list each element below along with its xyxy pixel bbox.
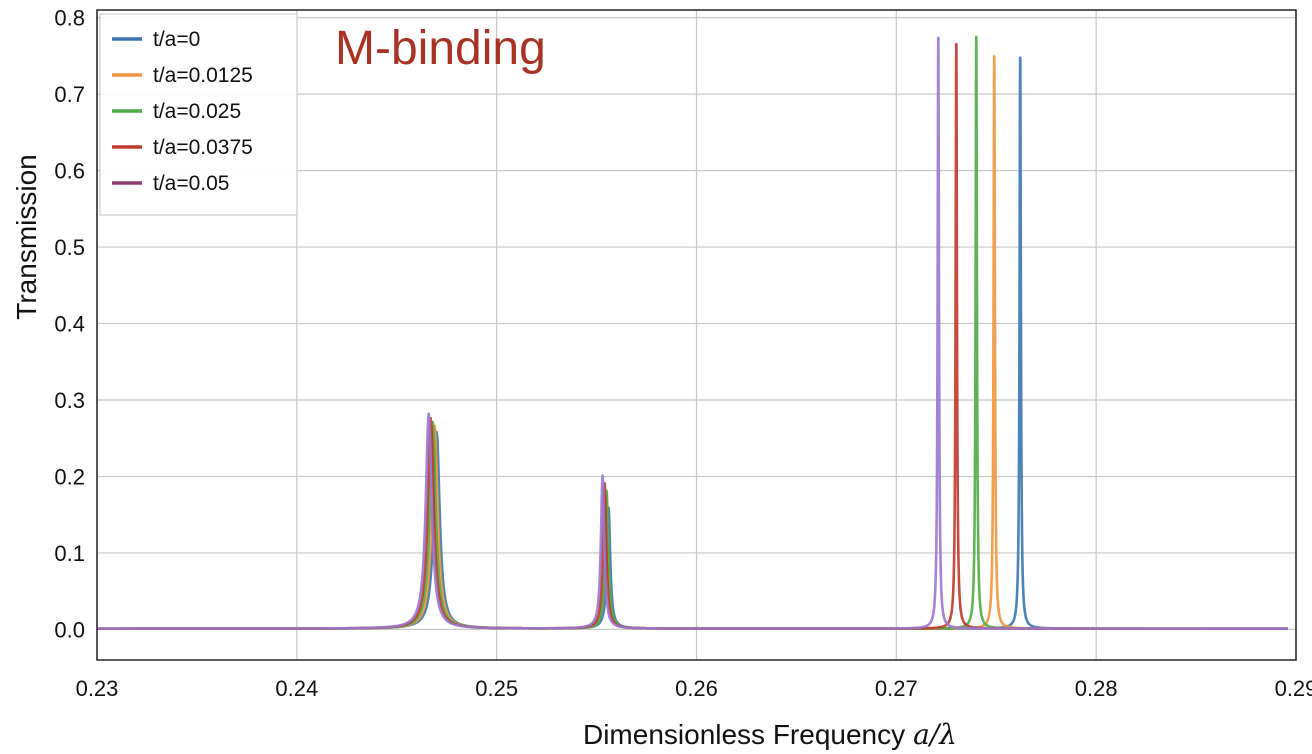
legend: t/a=0 t/a=0.0125 t/a=0.025 t/a=0.0375 t/a=0.…: [99, 13, 298, 216]
legend-label: t/a=0.05: [153, 172, 229, 195]
y-tick-label: 0.8: [54, 6, 85, 31]
y-tick-label: 0.5: [54, 235, 85, 260]
x-tick-label: 0.26: [675, 676, 718, 701]
y-tick-label: 0.3: [54, 388, 85, 413]
y-tick-label: 0.6: [54, 159, 85, 184]
series-lines: [97, 35, 1289, 630]
y-tick-label: 0.2: [54, 464, 85, 489]
legend-label: t/a=0: [153, 28, 200, 51]
legend-label: t/a=0.025: [153, 100, 241, 123]
y-tick-label: 0.0: [54, 617, 85, 642]
y-tick-label: 0.7: [54, 82, 85, 107]
y-tick-label: 0.4: [54, 312, 85, 337]
x-tick-label: 0.25: [475, 676, 518, 701]
x-tick-label: 0.23: [76, 676, 119, 701]
y-tick-label: 0.1: [54, 541, 85, 566]
x-tick-label: 0.27: [875, 676, 918, 701]
x-axis-label-math: a/λ: [913, 718, 957, 751]
tick-labels: 0.23 0.24 0.25 0.26 0.27 0.28 0.29 0.0 0.1 0.2 0.3…: [54, 6, 1312, 701]
m-binding-annotation: M-binding: [335, 22, 546, 75]
grid: [96, 10, 1297, 660]
x-tick-label: 0.28: [1075, 676, 1118, 701]
x-axis-label-text: Dimensionless Frequency: [583, 719, 905, 750]
legend-label: t/a=0.0375: [153, 136, 253, 159]
x-tick-label: 0.24: [275, 676, 318, 701]
series-line-4: [97, 36, 1289, 630]
x-tick-label: 0.29: [1275, 676, 1312, 701]
plot-frame: [96, 9, 1297, 661]
legend-label: t/a=0.0125: [153, 64, 253, 87]
y-axis-label: Transmission: [11, 154, 42, 319]
x-axis-label: Dimensionless Frequency a/λ: [583, 718, 957, 751]
